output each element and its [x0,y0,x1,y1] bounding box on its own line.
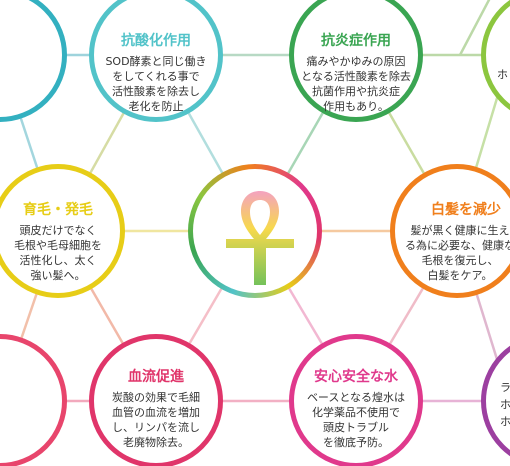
node-hair-growth: 育毛・発毛 頭皮だけでなく 毛根や毛母細胞を 活性化し、太く 強い髪へ。 [0,164,125,298]
node-antioxidant-text: SOD酵素と同じ働き をしてくれる事で 活性酸素を除去し 老化を防止 [105,55,207,113]
ankh-icon [226,191,294,285]
node-circulation-text: 炭酸の効果で毛細 血管の血流を増加 し、リンパを流し 老廃物除去。 [112,391,200,449]
node-white-hair-title: 白髪を減少 [431,202,501,218]
node-antioxidant-title: 抗酸化作用 [121,33,191,49]
node-safe-water-title: 安心安全な水 [314,369,398,385]
node-hair-growth-text: 頭皮だけでなく 毛根や毛母細胞を 活性化し、太く 強い髪へ。 [14,224,102,282]
node-safe-water: 安心安全な水 ベースとなる煌水は 化学薬品不使用で 頭皮トラブル を徹底予防。 [289,334,423,466]
node-circulation-title: 血流促進 [128,369,184,385]
node-center [188,164,322,298]
partial-node-bottom-right-text: ラ ホ ホ [500,381,510,428]
node-safe-water-text: ベースとなる煌水は 化学薬品不使用で 頭皮トラブル を徹底予防。 [306,391,406,449]
node-anti-inflammatory-text: 痛みやかゆみの原因 となる活性酸素を除去 抗菌作用や抗炎症 作用もあり。 [301,55,411,113]
partial-node-top-right-text: ホ [497,68,508,81]
node-white-hair: 白髪を減少 髪が黒く健康に生え る為に必要な、健康な 毛根を復元し、 白髪をケア… [390,164,510,298]
node-hair-growth-title: 育毛・発毛 [23,202,93,218]
connector-line [458,0,491,56]
node-white-hair-text: 髪が黒く健康に生え る為に必要な、健康な 毛根を復元し、 白髪をケア。 [405,224,510,282]
node-anti-inflammatory-title: 抗炎症作用 [321,33,391,49]
node-circulation: 血流促進 炭酸の効果で毛細 血管の血流を増加 し、リンパを流し 老廃物除去。 [89,334,223,466]
node-antioxidant: 抗酸化作用 SOD酵素と同じ働き をしてくれる事で 活性酸素を除去し 老化を防止 [89,0,223,122]
node-anti-inflammatory: 抗炎症作用 痛みやかゆみの原因 となる活性酸素を除去 抗菌作用や抗炎症 作用もあ… [289,0,423,122]
